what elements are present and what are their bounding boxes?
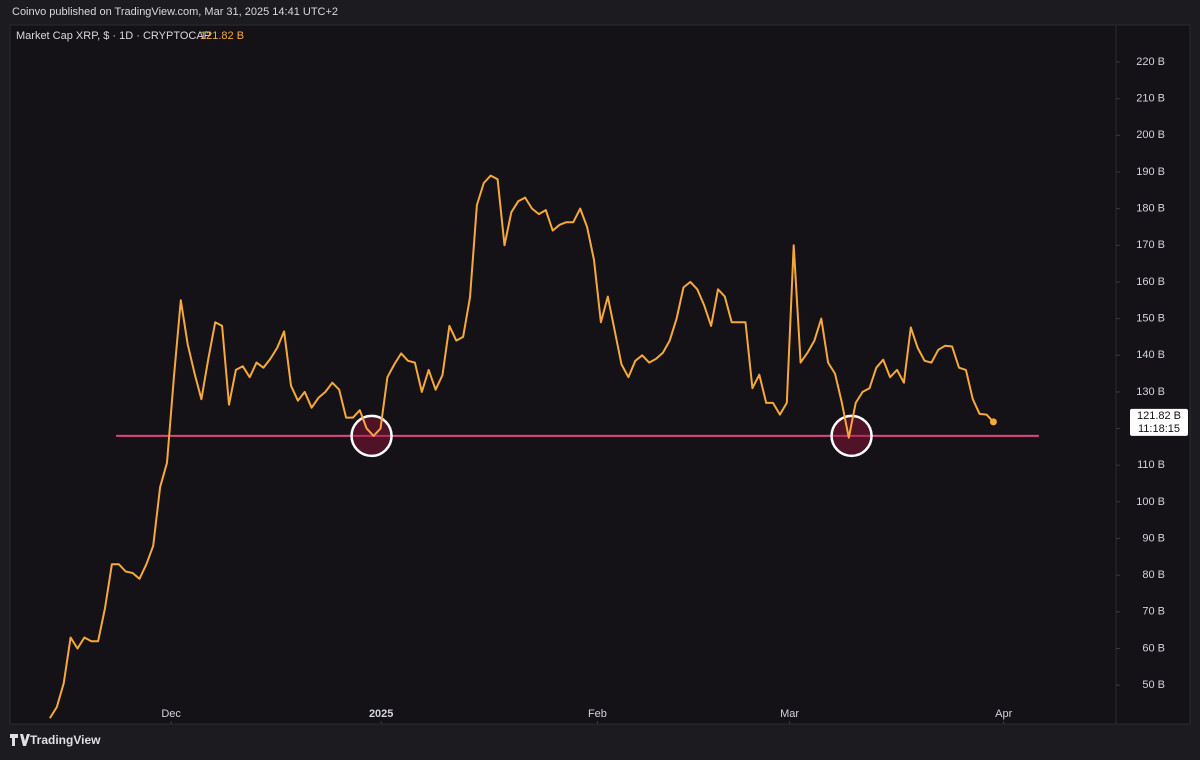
y-tick-label: 220 B <box>1136 56 1165 68</box>
y-tick-label: 80 B <box>1142 569 1165 581</box>
y-tick-label: 90 B <box>1142 532 1165 544</box>
countdown: 11:18:15 <box>1138 423 1180 435</box>
x-tick-label: Feb <box>588 708 607 720</box>
price-line <box>49 174 995 719</box>
y-tick-label: 210 B <box>1136 93 1165 105</box>
x-tick-label: Apr <box>995 708 1012 720</box>
y-tick-label: 170 B <box>1136 239 1165 251</box>
y-tick-label: 190 B <box>1136 166 1165 178</box>
brand: TradingView <box>30 733 101 747</box>
x-tick-label: Dec <box>161 708 181 720</box>
highlight-circle <box>830 414 873 458</box>
y-tick-label: 140 B <box>1136 349 1165 361</box>
y-tick-label: 60 B <box>1142 642 1165 654</box>
y-tick-label: 130 B <box>1136 386 1165 398</box>
brand-logo <box>10 734 30 746</box>
y-tick-label: 160 B <box>1136 276 1165 288</box>
last-label-box <box>1130 408 1188 436</box>
x-tick-label: Mar <box>780 708 799 720</box>
y-tick-label: 110 B <box>1137 459 1165 471</box>
title-value: 121.82 B <box>200 30 244 42</box>
last-point <box>989 418 997 426</box>
y-tick-label: 70 B <box>1142 606 1165 618</box>
y-tick-label: 180 B <box>1136 203 1165 215</box>
y-tick-label: 150 B <box>1136 313 1165 325</box>
highlight-circle <box>350 414 393 458</box>
y-tick-label: 200 B <box>1136 129 1165 141</box>
y-tick-label: 100 B <box>1136 496 1165 508</box>
y-tick-label: 50 B <box>1142 679 1165 691</box>
x-tick-label: 2025 <box>369 708 393 720</box>
plot-area <box>9 24 1191 725</box>
last-label: 121.82 B <box>1137 410 1181 422</box>
header: Coinvo published on TradingView.com, Mar… <box>12 6 338 18</box>
chart-title: Market Cap XRP, $ · 1D · CRYPTOCAP <box>16 30 211 42</box>
